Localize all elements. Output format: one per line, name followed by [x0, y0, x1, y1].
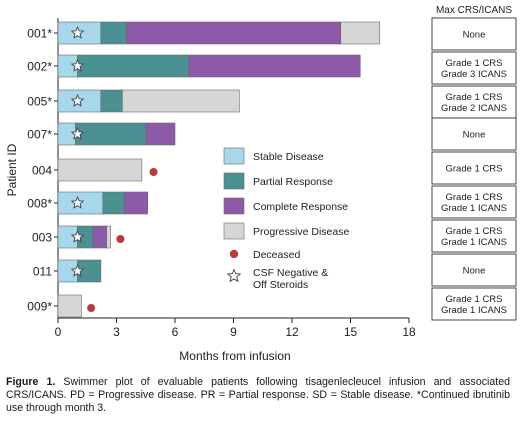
csf-star-005* [70, 93, 85, 107]
y-tick-label-001*: 001* [27, 27, 52, 41]
tox-cell-001* [431, 17, 517, 51]
y-tick-label-002*: 002* [27, 60, 52, 74]
caption-text: Swimmer plot of evaluable patients follo… [6, 376, 511, 415]
tox-text-008*-1: Grade 1 ICANS [441, 203, 507, 214]
caption-label: Figure 1. [6, 376, 56, 388]
x-axis-label: Months from infusion [179, 349, 290, 363]
tox-cell-005* [431, 85, 517, 119]
legend-swatch-partial [223, 172, 245, 190]
tox-cell-003 [431, 219, 517, 253]
bar-005*-progressive-2 [122, 89, 240, 113]
x-tick-label-3: 3 [113, 325, 120, 339]
side-table-header: Max CRS/ICANS [436, 5, 512, 16]
bar-005*-partial-1 [100, 89, 123, 113]
bar-002*-partial-1 [77, 54, 189, 78]
tox-text-002*-1: Grade 3 ICANS [441, 69, 507, 80]
legend-label-csf-1: Off Steroids [253, 279, 308, 291]
csf-star-007* [70, 126, 85, 140]
x-tick-label-18: 18 [402, 325, 416, 339]
legend-label-progressive: Progressive Disease [253, 226, 349, 238]
legend-label-complete: Complete Response [253, 201, 348, 213]
tox-cell-011 [431, 253, 517, 287]
csf-star-008* [70, 195, 85, 209]
x-tick-label-6: 6 [172, 325, 179, 339]
x-tick-label-15: 15 [344, 325, 358, 339]
tox-text-007*-0: None [463, 130, 486, 141]
deceased-marker-003 [116, 235, 125, 243]
bar-009*-progressive-0 [57, 294, 82, 318]
y-tick-label-009*: 009* [27, 300, 52, 314]
legend-marker-csf [226, 268, 242, 283]
csf-star-001* [70, 25, 85, 39]
tox-text-002*-0: Grade 1 CRS [445, 58, 502, 69]
bar-001*-complete-2 [125, 21, 342, 45]
y-tick-label-011: 011 [33, 265, 52, 279]
y-tick-label-003: 003 [32, 231, 52, 245]
legend-label-csf-0: CSF Negative & [253, 267, 328, 279]
bar-007*-stable-0 [57, 122, 76, 146]
csf-star-003 [70, 229, 85, 243]
tox-text-003-1: Grade 1 ICANS [441, 237, 507, 248]
figure-caption: Figure 1. Swimmer plot of evaluable pati… [6, 376, 510, 416]
tox-cell-007* [431, 117, 517, 151]
y-tick-label-008*: 008* [27, 197, 52, 211]
bar-004-progressive-0 [57, 158, 143, 182]
legend-swatch-progressive [223, 222, 245, 240]
tox-text-011-0: None [463, 266, 486, 277]
y-tick-label-004: 004 [32, 164, 52, 178]
tox-cell-009* [431, 287, 517, 321]
bar-008*-partial-1 [102, 191, 125, 215]
bar-001*-partial-1 [100, 21, 127, 45]
tox-text-009*-1: Grade 1 ICANS [441, 305, 507, 316]
x-tick-label-9: 9 [230, 325, 237, 339]
tox-text-004-0: Grade 1 CRS [445, 164, 502, 175]
y-tick-label-005*: 005* [27, 95, 52, 109]
csf-star-002* [70, 58, 85, 72]
tox-cell-004 [431, 151, 517, 185]
legend-label-partial: Partial Response [253, 176, 333, 188]
tox-text-009*-0: Grade 1 CRS [445, 294, 502, 305]
deceased-marker-009* [87, 304, 96, 312]
csf-star-011 [70, 263, 85, 277]
legend-swatch-stable [223, 147, 245, 165]
legend-swatch-complete [223, 197, 245, 215]
bar-007*-complete-2 [145, 122, 176, 146]
tox-text-005*-1: Grade 2 ICANS [441, 103, 507, 114]
legend-marker-deceased [229, 249, 239, 259]
bar-001*-progressive-3 [340, 21, 381, 45]
bar-007*-partial-1 [75, 122, 147, 146]
bar-008*-complete-2 [124, 191, 149, 215]
tox-cell-002* [431, 51, 517, 85]
tox-text-001*-0: None [463, 30, 486, 41]
deceased-marker-004 [149, 168, 158, 176]
tox-text-005*-0: Grade 1 CRS [445, 92, 502, 103]
legend-label-deceased: Deceased [253, 249, 300, 261]
bar-003-complete-2 [92, 225, 108, 249]
bar-002*-complete-2 [188, 54, 361, 78]
legend-label-stable: Stable Disease [253, 151, 324, 163]
y-axis-label: Patient ID [5, 143, 19, 196]
tox-text-008*-0: Grade 1 CRS [445, 192, 502, 203]
tox-text-003-0: Grade 1 CRS [445, 226, 502, 237]
tox-cell-008* [431, 185, 517, 219]
y-tick-label-007*: 007* [27, 128, 52, 142]
x-tick-label-12: 12 [285, 325, 299, 339]
x-tick-label-0: 0 [55, 325, 62, 339]
bar-003-progressive-3 [106, 225, 111, 249]
